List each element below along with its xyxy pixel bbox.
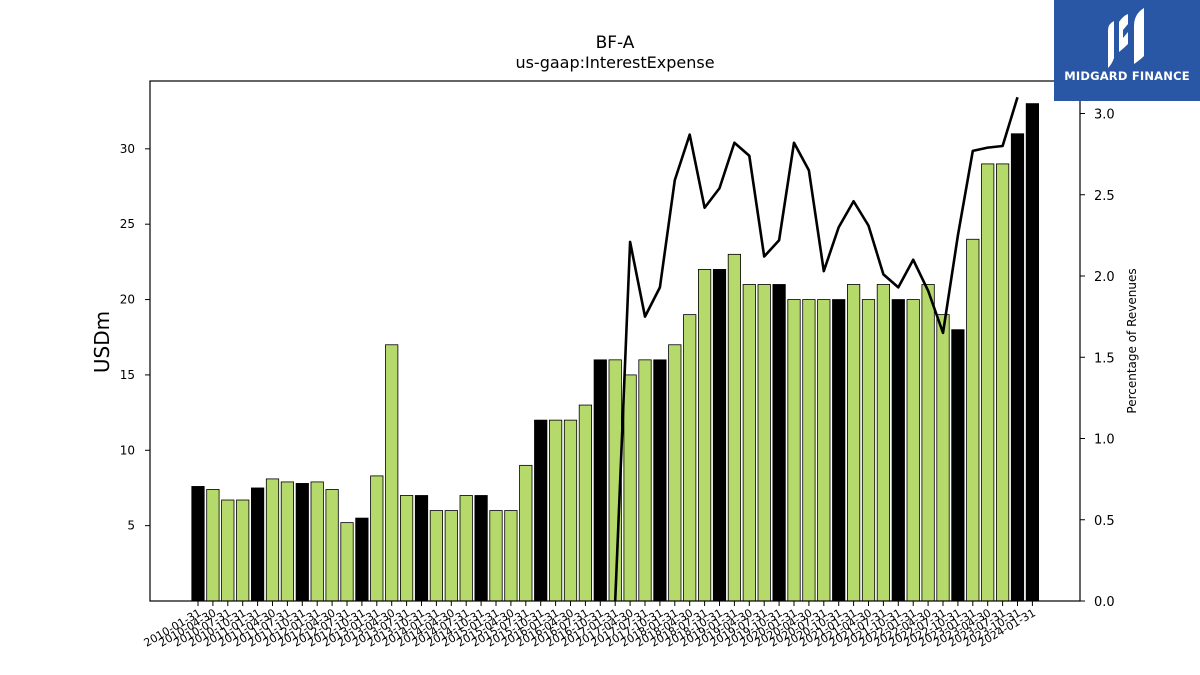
bar: [742, 284, 756, 602]
bar: [534, 419, 548, 602]
bar: [355, 517, 369, 602]
bar: [295, 483, 309, 602]
bar: [504, 510, 518, 602]
y-tick-label: 15: [120, 368, 135, 382]
bar: [906, 299, 920, 602]
chart-subtitle: us-gaap:InterestExpense: [515, 53, 714, 72]
bar: [817, 299, 831, 602]
bar: [370, 475, 384, 602]
y2-tick-label: 2.5: [1094, 189, 1115, 204]
bar: [549, 419, 563, 602]
y-tick-label: 10: [120, 443, 135, 457]
bar: [414, 495, 429, 602]
x-axis: 2010-01-312010-04-302010-07-312010-10-31…: [142, 601, 1038, 650]
bar-group: [191, 103, 1039, 602]
brand-logo: MIDGARD FINANCE: [1054, 0, 1200, 101]
line-layer: [613, 96, 1019, 602]
bar: [563, 419, 578, 602]
bar: [921, 284, 935, 602]
bar: [698, 269, 712, 602]
y2-axis-label: Percentage of Revenues: [1125, 268, 1139, 413]
bar: [310, 481, 324, 602]
bar: [891, 299, 905, 602]
bar: [593, 359, 607, 602]
bar: [951, 329, 965, 602]
y2-tick-label: 1.0: [1094, 433, 1115, 448]
bar: [1010, 133, 1025, 602]
bar: [265, 478, 280, 602]
bar: [996, 163, 1010, 602]
bar: [578, 404, 593, 602]
bar: [1025, 103, 1039, 602]
bar: [280, 481, 295, 602]
bar: [623, 374, 637, 602]
midgard-m-logo-icon: [1108, 8, 1144, 68]
bar: [861, 299, 876, 602]
bar: [683, 314, 697, 602]
y2-axis: 0.0 0.5 1.0 1.5 2.0 2.5 3.0: [1080, 108, 1115, 610]
y-axis-label: USDm: [90, 311, 114, 373]
bar: [787, 299, 801, 602]
y2-tick-label: 1.5: [1094, 351, 1115, 366]
bar: [832, 299, 846, 602]
brand-name: MIDGARD FINANCE: [1064, 69, 1190, 83]
bar: [340, 522, 354, 602]
bar: [191, 486, 205, 602]
bar: [847, 284, 861, 602]
bar: [966, 238, 980, 602]
bar: [653, 359, 667, 602]
bar: [519, 464, 533, 602]
bar: [250, 487, 265, 602]
y2-tick-label: 2.0: [1094, 270, 1115, 285]
bar: [727, 253, 742, 602]
bar: [385, 344, 399, 602]
y-tick-label: 20: [120, 293, 135, 307]
bar: [444, 510, 458, 602]
y-axis: 5 10 15 20 25 30: [120, 142, 150, 533]
bar: [712, 269, 727, 602]
y2-tick-label: 3.0: [1094, 108, 1115, 123]
bar: [772, 284, 786, 602]
y-tick-label: 25: [120, 217, 135, 231]
y-tick-label: 5: [127, 519, 135, 533]
bar: [489, 510, 503, 602]
bar: [325, 489, 339, 602]
bar: [221, 499, 235, 602]
bar: [936, 314, 950, 602]
bar: [399, 495, 414, 602]
bar: [474, 495, 488, 602]
bar: [638, 359, 652, 602]
bar: [802, 299, 816, 602]
bar: [668, 344, 682, 602]
chart-title: BF-A: [596, 33, 635, 53]
y2-tick-label: 0.0: [1094, 595, 1115, 610]
bar: [236, 499, 250, 602]
bar: [206, 489, 220, 602]
y2-tick-label: 0.5: [1094, 514, 1115, 529]
bar: [459, 495, 473, 602]
bar: [757, 284, 771, 602]
bar: [429, 510, 444, 602]
bar: [876, 284, 891, 602]
bar: [981, 163, 995, 602]
series-line: [613, 96, 1019, 602]
y-tick-label: 30: [120, 142, 135, 156]
